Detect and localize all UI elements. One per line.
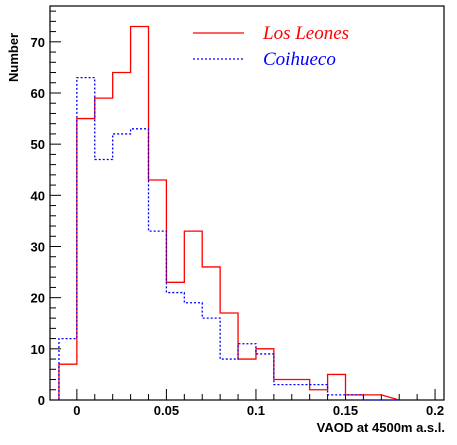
y-tick-label: 0 [38, 393, 45, 408]
x-tick-label: 0.1 [247, 403, 265, 418]
y-tick-label: 50 [31, 137, 45, 152]
x-tick-label: 0.15 [333, 403, 358, 418]
axis-ticks: 0 0.05 0.1 0.15 0.2 0 10 20 30 40 50 60 70 [31, 10, 444, 418]
y-tick-label: 40 [31, 188, 45, 203]
plot-frame [49, 5, 445, 401]
y-tick-label: 30 [31, 239, 45, 254]
y-axis-label: Number [6, 33, 21, 82]
legend-label: Coihueco [263, 49, 336, 70]
y-tick-label: 70 [31, 35, 45, 50]
legend: Los Leones Coihueco [193, 23, 349, 70]
y-tick-label: 20 [31, 291, 45, 306]
series-coihueco-line [58, 76, 400, 401]
x-tick-label: 0 [73, 403, 80, 418]
legend-label: Los Leones [262, 23, 349, 44]
x-tick-label: 0.2 [426, 403, 444, 418]
series-layer [58, 25, 400, 401]
y-tick-label: 10 [31, 342, 45, 357]
y-tick-label: 60 [31, 86, 45, 101]
x-tick-label: 0.05 [154, 403, 179, 418]
series-los-leones-line [58, 25, 400, 401]
x-axis-label: VAOD at 4500m a.s.l. [317, 420, 445, 435]
